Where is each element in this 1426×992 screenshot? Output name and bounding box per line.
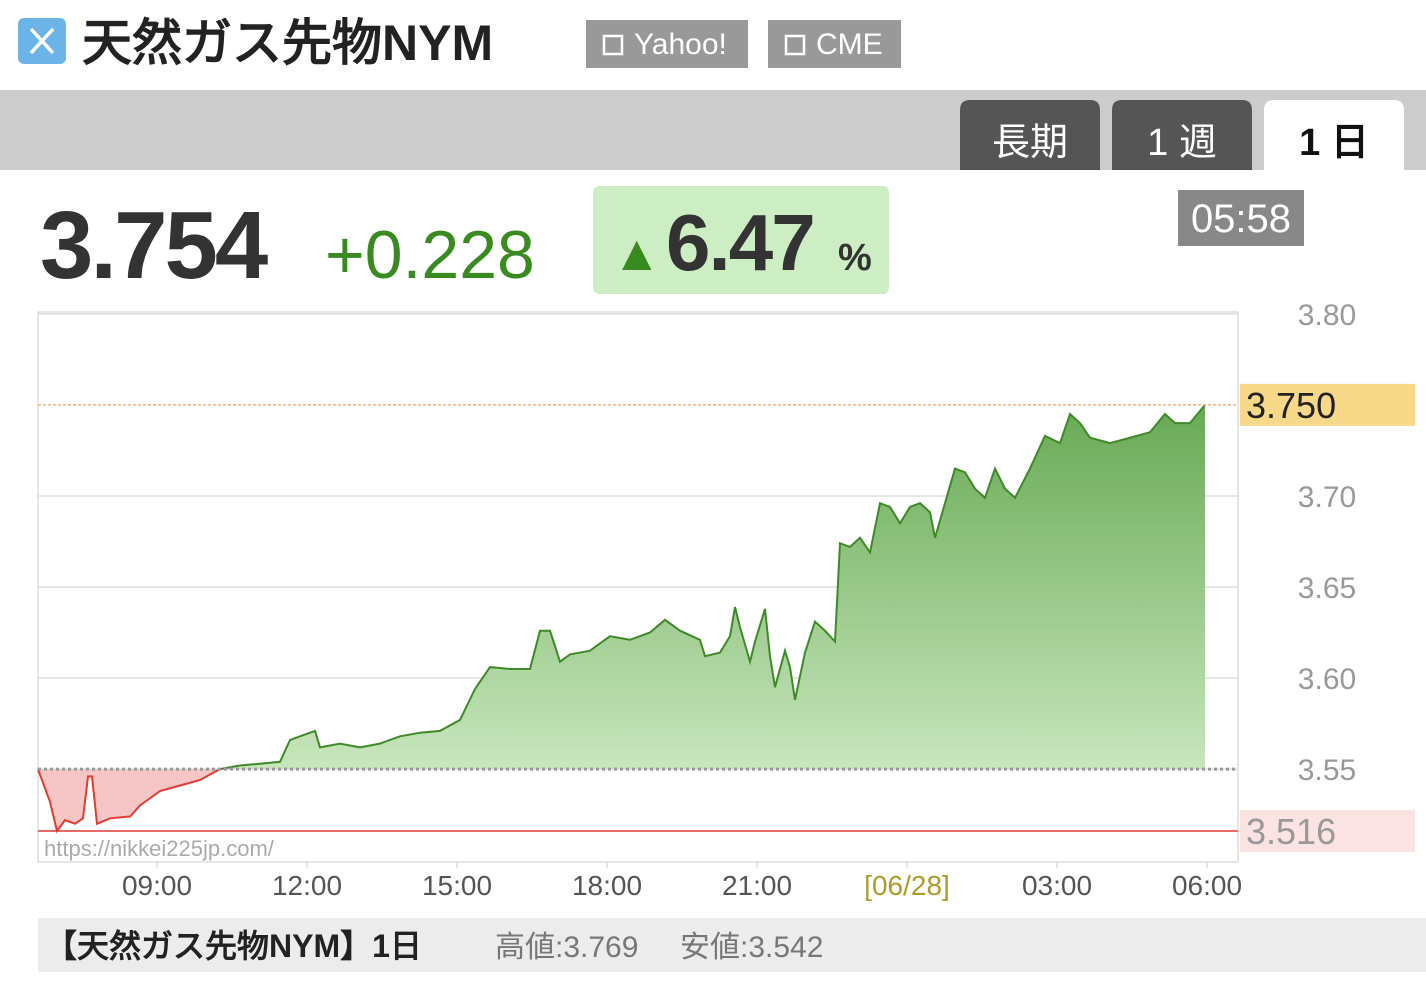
tab[interactable]: 1 週 xyxy=(1112,100,1252,170)
footer-bar xyxy=(38,918,1426,972)
footer-low: 安値:3.542 xyxy=(680,931,823,964)
y-tick-label: 3.80 xyxy=(1298,299,1356,332)
y-tick-label: 3.60 xyxy=(1298,663,1356,696)
reference-label-box xyxy=(1240,383,1415,426)
tab-label: 1 週 xyxy=(1147,122,1217,164)
tab-bg xyxy=(1264,100,1404,170)
footer-high: 高値:3.769 xyxy=(495,931,638,964)
x-tick-label: 09:00 xyxy=(122,870,192,901)
page-title: 天然ガス先物NYM xyxy=(82,15,493,71)
x-tick-label: [06/28] xyxy=(864,870,950,901)
link-icon xyxy=(784,34,806,56)
percent-badge xyxy=(593,186,889,294)
tab[interactable]: 1 日 xyxy=(1264,100,1404,170)
reference-label-box xyxy=(1240,810,1415,853)
link-bg xyxy=(586,20,748,68)
link-bg xyxy=(768,20,901,68)
link-label: Yahoo! xyxy=(634,28,727,61)
link-button[interactable]: Yahoo! xyxy=(586,20,748,68)
x-tick-label: 06:00 xyxy=(1172,870,1242,901)
tab-label: 1 日 xyxy=(1299,122,1369,164)
y-tick-label: 3.65 xyxy=(1298,572,1356,605)
tab-label: 長期 xyxy=(992,122,1068,164)
x-icon[interactable] xyxy=(18,18,66,64)
x-tick-label: 21:00 xyxy=(722,870,792,901)
price: 3.754 xyxy=(40,192,268,299)
y-tick-label: 3.55 xyxy=(1298,754,1356,787)
link-icon xyxy=(602,34,624,56)
footer-title: 【天然ガス先物NYM】1日 xyxy=(45,928,422,964)
tab-bg xyxy=(960,100,1100,170)
percent-unit: % xyxy=(838,237,872,279)
time: 05:58 xyxy=(1191,197,1291,241)
link-button[interactable]: CME xyxy=(768,20,901,68)
reference-label: 3.516 xyxy=(1246,811,1336,852)
time-box xyxy=(1178,190,1304,246)
x-icon-glyph xyxy=(29,27,55,55)
link-label: CME xyxy=(816,28,883,61)
percent: 6.47 xyxy=(666,198,814,287)
price-line xyxy=(37,404,1206,834)
x-tick-label: 18:00 xyxy=(572,870,642,901)
x-tick-label: 15:00 xyxy=(422,870,492,901)
tab-bg xyxy=(1112,100,1252,170)
y-tick-label: 3.70 xyxy=(1298,481,1356,514)
reference-label: 3.750 xyxy=(1246,385,1336,426)
watermark: https://nikkei225jp.com/ xyxy=(44,836,275,861)
area xyxy=(38,404,1205,831)
percent-arrow: ▲ xyxy=(612,225,662,281)
change: +0.228 xyxy=(325,217,535,293)
x-tick-label: 03:00 xyxy=(1022,870,1092,901)
tab[interactable]: 長期 xyxy=(960,100,1100,170)
x-tick-label: 12:00 xyxy=(272,870,342,901)
